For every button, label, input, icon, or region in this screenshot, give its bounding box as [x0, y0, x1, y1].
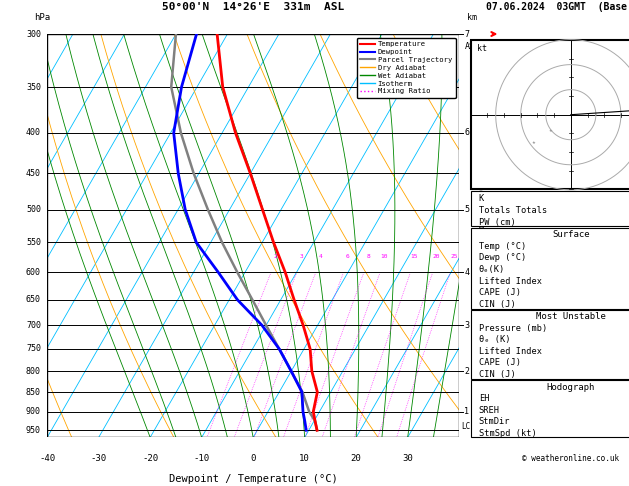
- Text: -20: -20: [142, 453, 159, 463]
- Text: -30: -30: [91, 453, 107, 463]
- Bar: [470, 380, 629, 437]
- Text: 900: 900: [26, 407, 41, 416]
- Text: Mixing Ratio (g/kg): Mixing Ratio (g/kg): [478, 188, 487, 283]
- Text: 6: 6: [346, 254, 350, 259]
- Text: EH: EH: [479, 394, 489, 403]
- Text: 2: 2: [274, 254, 277, 259]
- Text: 10: 10: [299, 453, 310, 463]
- Text: 600: 600: [26, 268, 41, 277]
- Text: CIN (J): CIN (J): [479, 370, 516, 379]
- Text: 30: 30: [403, 453, 413, 463]
- Text: 700: 700: [26, 321, 41, 330]
- Text: 2: 2: [464, 366, 469, 376]
- Text: 950: 950: [26, 426, 41, 435]
- Text: ★: ★: [532, 140, 536, 145]
- Text: 6: 6: [464, 128, 469, 138]
- Text: 400: 400: [26, 128, 41, 138]
- Text: 350: 350: [26, 83, 41, 91]
- Text: 450: 450: [26, 169, 41, 178]
- Text: hPa: hPa: [34, 13, 50, 22]
- Text: 7: 7: [464, 30, 469, 38]
- Text: 750: 750: [26, 345, 41, 353]
- Text: StmDir: StmDir: [479, 417, 510, 426]
- Text: 20: 20: [351, 453, 362, 463]
- Text: Totals Totals: Totals Totals: [479, 206, 547, 215]
- Text: 850: 850: [26, 387, 41, 397]
- Text: 07.06.2024  03GMT  (Base: 06): 07.06.2024 03GMT (Base: 06): [486, 2, 629, 12]
- Text: 10: 10: [381, 254, 388, 259]
- Text: CIN (J): CIN (J): [479, 300, 516, 309]
- Text: Lifted Index: Lifted Index: [479, 347, 542, 356]
- Text: © weatheronline.co.uk: © weatheronline.co.uk: [522, 453, 620, 463]
- Text: θₑ(K): θₑ(K): [479, 265, 505, 274]
- Text: -10: -10: [194, 453, 209, 463]
- Text: 0: 0: [250, 453, 256, 463]
- Text: 300: 300: [26, 30, 41, 38]
- Text: 550: 550: [26, 238, 41, 247]
- Text: LCL: LCL: [462, 422, 476, 431]
- Text: StmSpd (kt): StmSpd (kt): [479, 429, 537, 437]
- Text: K: K: [479, 194, 484, 203]
- Text: CAPE (J): CAPE (J): [479, 288, 521, 297]
- Text: Dewp (°C): Dewp (°C): [479, 253, 526, 262]
- Bar: [470, 40, 629, 190]
- Text: 8: 8: [366, 254, 370, 259]
- Text: Lifted Index: Lifted Index: [479, 277, 542, 286]
- Text: Pressure (mb): Pressure (mb): [479, 324, 547, 333]
- Text: SREH: SREH: [479, 406, 500, 415]
- Text: 4: 4: [464, 268, 469, 277]
- Text: ★: ★: [548, 128, 552, 133]
- Text: θₑ (K): θₑ (K): [479, 335, 510, 345]
- Text: 3: 3: [464, 321, 469, 330]
- Text: km: km: [467, 13, 477, 22]
- Text: CAPE (J): CAPE (J): [479, 358, 521, 367]
- Text: kt: kt: [477, 44, 487, 53]
- Text: Temp (°C): Temp (°C): [479, 242, 526, 251]
- Text: Most Unstable: Most Unstable: [536, 312, 606, 321]
- Text: 4: 4: [318, 254, 322, 259]
- Legend: Temperature, Dewpoint, Parcel Trajectory, Dry Adiabat, Wet Adiabat, Isotherm, Mi: Temperature, Dewpoint, Parcel Trajectory…: [357, 37, 455, 98]
- Text: 650: 650: [26, 295, 41, 304]
- Text: 800: 800: [26, 366, 41, 376]
- Text: 1: 1: [464, 407, 469, 416]
- Text: PW (cm): PW (cm): [479, 218, 516, 226]
- Text: Surface: Surface: [552, 230, 589, 240]
- Text: ASL: ASL: [465, 42, 479, 51]
- Text: 3: 3: [299, 254, 303, 259]
- Bar: [470, 310, 629, 379]
- Text: 15: 15: [411, 254, 418, 259]
- Text: 20: 20: [433, 254, 440, 259]
- Text: 50°00'N  14°26'E  331m  ASL: 50°00'N 14°26'E 331m ASL: [162, 2, 344, 12]
- Text: -40: -40: [39, 453, 55, 463]
- Text: Hodograph: Hodograph: [547, 382, 595, 392]
- Text: 25: 25: [450, 254, 458, 259]
- Bar: [470, 191, 629, 226]
- Bar: [470, 228, 629, 309]
- Text: Dewpoint / Temperature (°C): Dewpoint / Temperature (°C): [169, 474, 338, 484]
- Text: 500: 500: [26, 205, 41, 214]
- Text: 5: 5: [464, 205, 469, 214]
